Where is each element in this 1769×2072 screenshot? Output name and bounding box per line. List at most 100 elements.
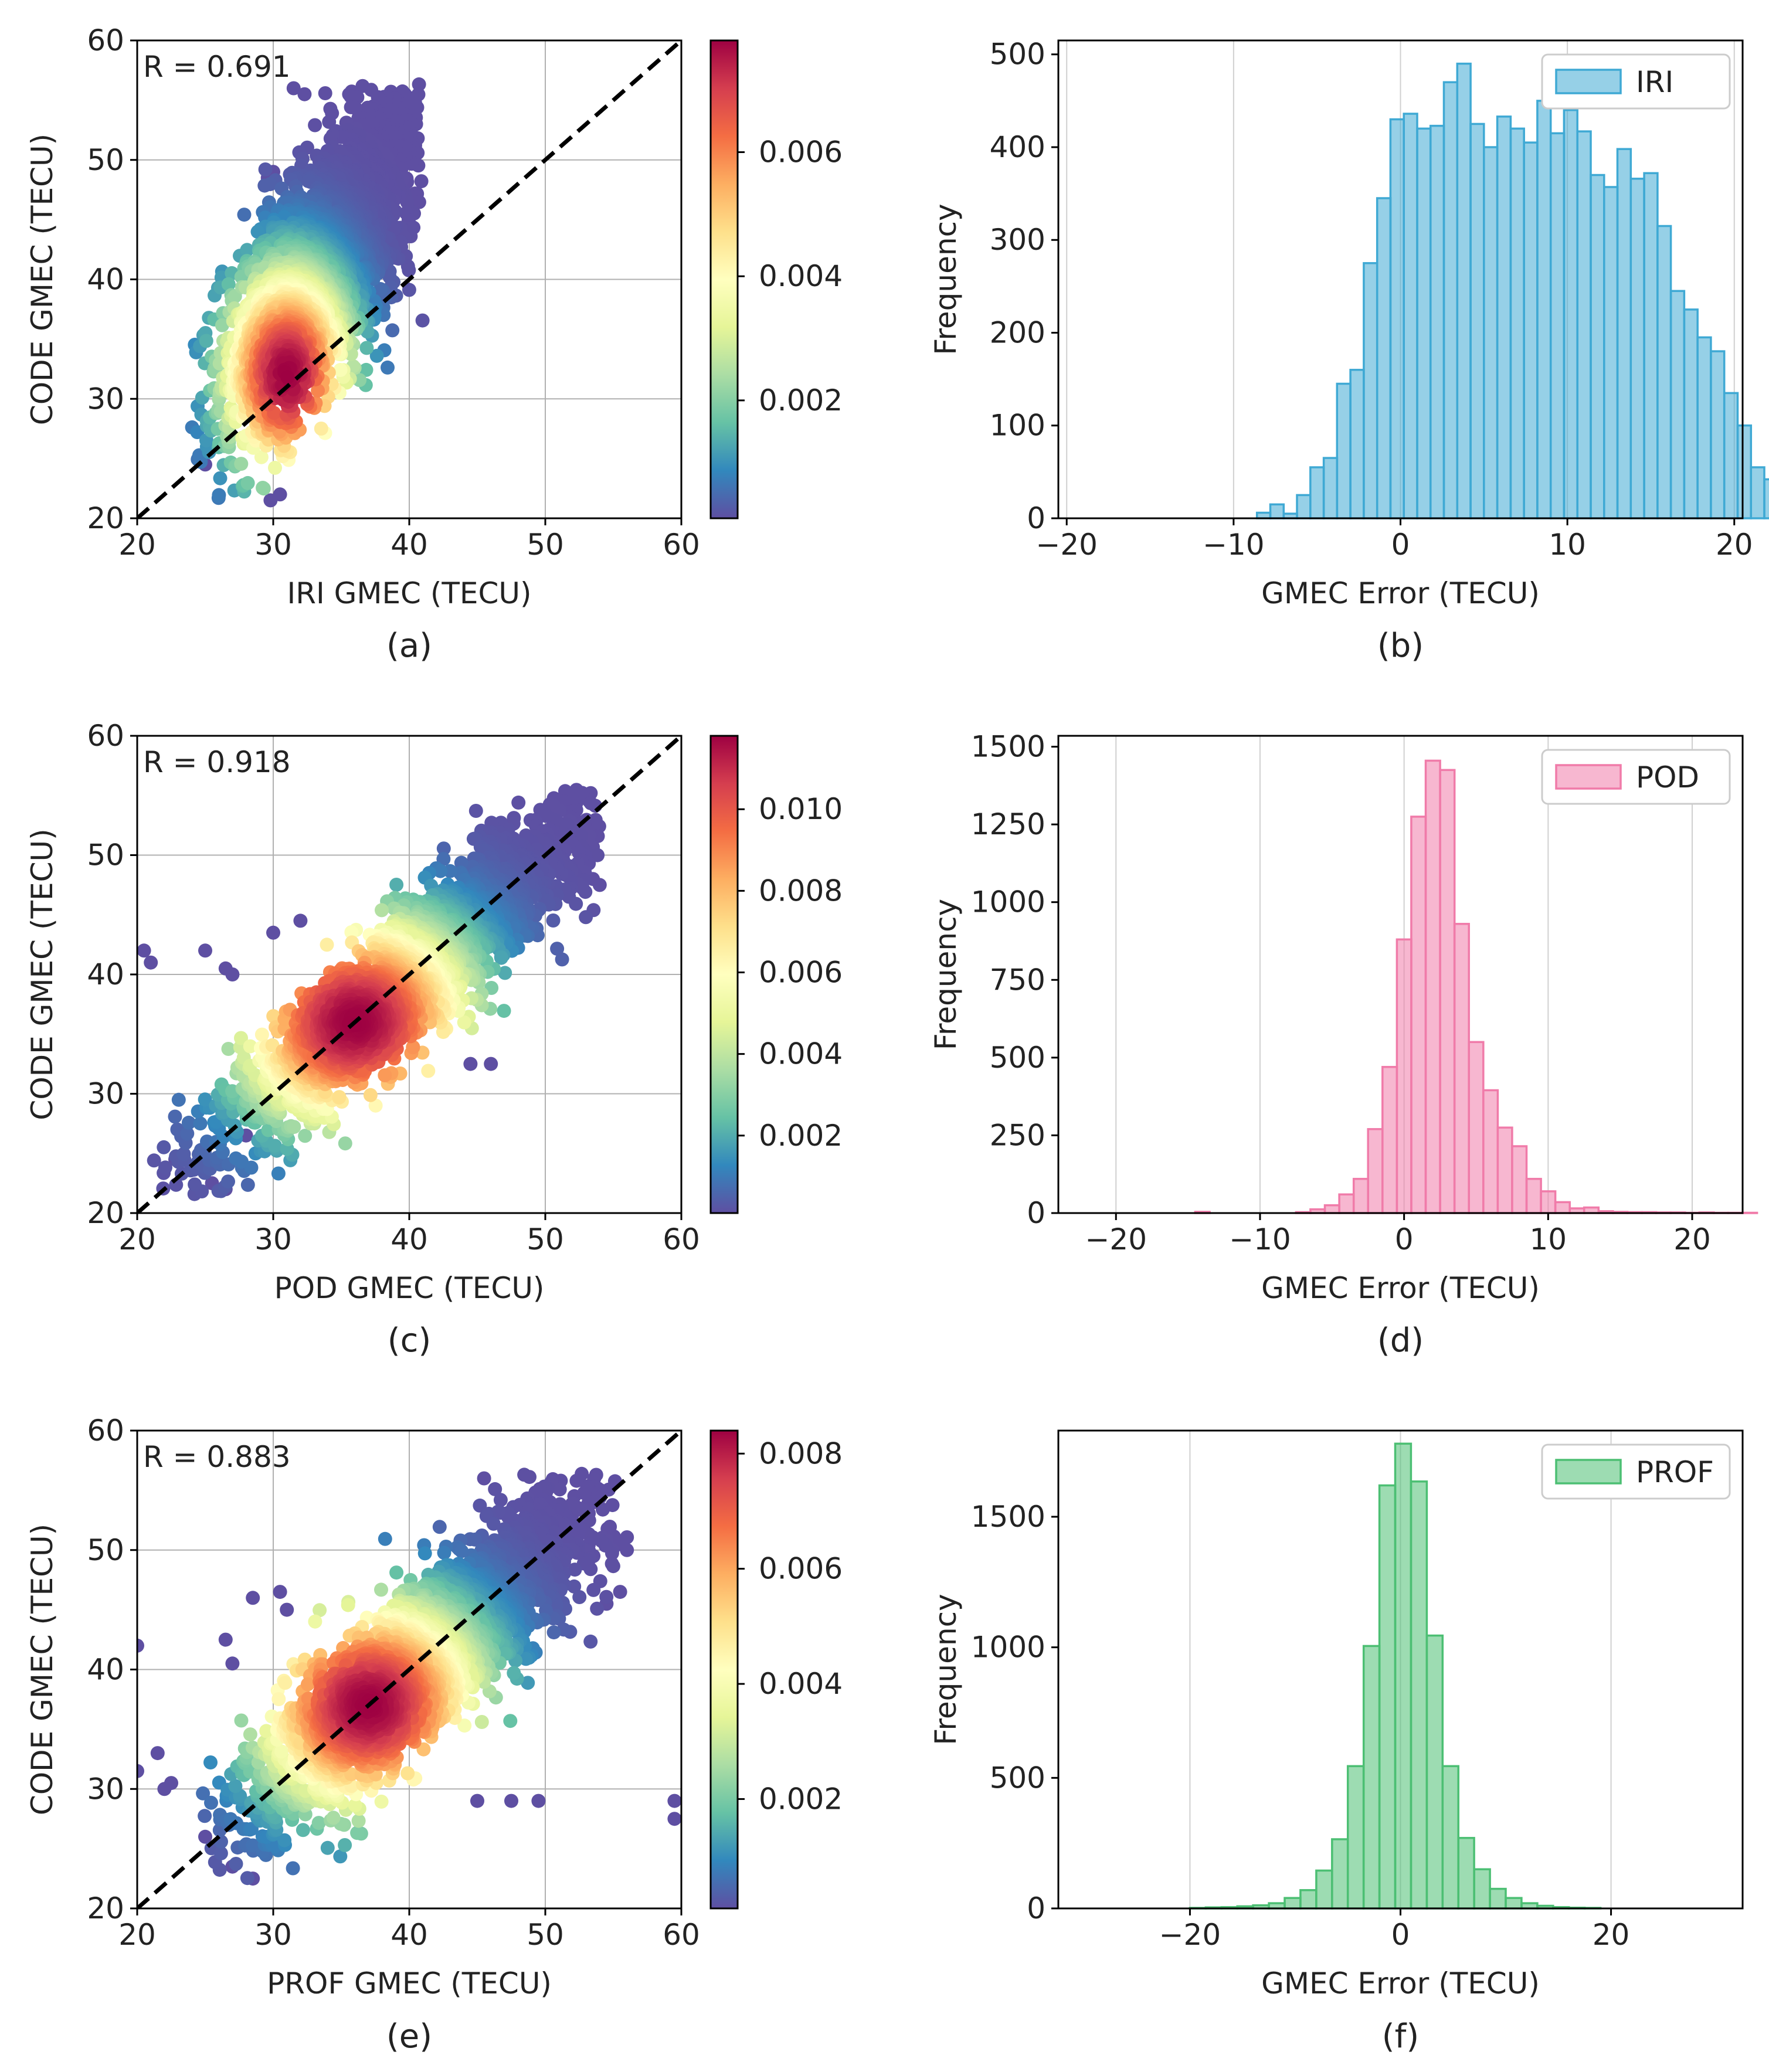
histogram-bar <box>1711 351 1724 518</box>
x-tick-label: 10 <box>1549 528 1586 562</box>
data-point <box>463 1057 477 1071</box>
data-point <box>193 1116 208 1130</box>
data-point <box>359 341 374 355</box>
histogram-bar <box>1364 263 1377 518</box>
y-tick-label: 60 <box>87 23 124 57</box>
data-point <box>381 361 395 375</box>
histogram-bar <box>1564 110 1577 518</box>
data-point <box>469 804 483 818</box>
histogram-bar <box>1324 458 1337 518</box>
data-point <box>511 796 525 810</box>
data-point <box>222 1042 236 1056</box>
data-point <box>293 913 307 928</box>
legend-swatch <box>1556 70 1621 93</box>
y-tick-label: 500 <box>990 38 1045 72</box>
histogram-bar <box>1738 426 1751 518</box>
histogram-bar <box>1751 467 1764 518</box>
x-tick-label: −10 <box>1203 528 1265 562</box>
data-point <box>389 878 403 892</box>
histogram-bar <box>1337 384 1350 519</box>
data-point <box>402 263 416 277</box>
colorbar <box>711 40 738 518</box>
data-point <box>338 1136 352 1150</box>
histogram-bar <box>1271 504 1284 518</box>
panel-caption: (b) <box>1377 627 1424 665</box>
histogram-bar <box>1310 467 1324 518</box>
histogram-bar <box>1457 64 1471 518</box>
data-point <box>172 1093 186 1107</box>
y-tick-label: 200 <box>990 315 1045 349</box>
histogram-bar <box>1444 82 1458 518</box>
data-point <box>221 1174 235 1188</box>
x-axis-label: GMEC Error (TECU) <box>1261 576 1540 610</box>
points-layer <box>137 783 607 1201</box>
histogram-bar <box>1510 128 1524 518</box>
data-point <box>378 1068 392 1082</box>
data-point <box>271 1167 286 1181</box>
data-point <box>157 1140 171 1154</box>
histogram-bar <box>1524 142 1537 518</box>
data-point <box>298 1129 312 1143</box>
x-tick-label: 60 <box>663 528 700 562</box>
histogram-bar <box>1658 226 1671 519</box>
colorbar-tick-label: 0.004 <box>759 259 843 293</box>
data-point <box>256 481 270 495</box>
data-point <box>550 942 564 956</box>
y-tick-label: 40 <box>87 263 124 297</box>
data-point <box>263 493 277 507</box>
data-point <box>385 323 399 337</box>
histogram-bar <box>1484 147 1498 518</box>
data-point <box>268 461 282 475</box>
histogram-bar <box>1697 337 1711 518</box>
data-point <box>546 913 561 928</box>
histogram-bar <box>1671 291 1685 518</box>
data-point <box>188 1177 202 1191</box>
histogram-bar <box>1390 120 1404 519</box>
data-point <box>497 1004 511 1018</box>
x-tick-label: 50 <box>527 528 564 562</box>
data-point <box>484 1057 498 1071</box>
data-point <box>308 118 322 133</box>
data-point <box>314 422 328 436</box>
y-tick-label: 20 <box>87 501 124 535</box>
data-point <box>334 363 348 377</box>
histogram-bar <box>1350 370 1364 518</box>
histogram-bar <box>1471 124 1484 518</box>
data-point <box>237 208 252 222</box>
data-point <box>421 1064 435 1078</box>
histogram-bar <box>1417 128 1431 518</box>
y-tick-label: 100 <box>990 409 1045 443</box>
data-point <box>158 1160 172 1174</box>
y-axis-label: Frequency <box>929 203 963 355</box>
y-tick-label: 400 <box>990 130 1045 164</box>
data-point <box>198 943 212 957</box>
histogram-bar <box>1644 173 1658 518</box>
data-point <box>225 967 239 981</box>
y-tick-label: 0 <box>1027 501 1045 535</box>
y-tick-label: 30 <box>87 382 124 416</box>
histogram-bar <box>1431 126 1444 518</box>
data-point <box>415 174 429 188</box>
data-point <box>266 926 280 940</box>
histogram-bar <box>1591 175 1604 519</box>
legend-label: IRI <box>1636 65 1673 99</box>
histogram-bar <box>1604 187 1618 518</box>
colorbar-tick-label: 0.006 <box>759 135 843 169</box>
data-point <box>259 162 273 176</box>
histogram-bar <box>1631 179 1644 518</box>
data-point <box>287 1120 301 1134</box>
data-point <box>320 938 334 952</box>
data-point <box>199 334 213 348</box>
x-tick-label: 0 <box>1391 528 1410 562</box>
data-point <box>593 878 607 892</box>
data-point <box>235 1154 249 1169</box>
data-point <box>212 488 226 502</box>
histogram-bar <box>1404 114 1417 518</box>
histogram-bar <box>1297 495 1310 518</box>
x-axis-label: IRI GMEC (TECU) <box>287 576 531 610</box>
y-axis-label: CODE GMEC (TECU) <box>25 134 59 425</box>
